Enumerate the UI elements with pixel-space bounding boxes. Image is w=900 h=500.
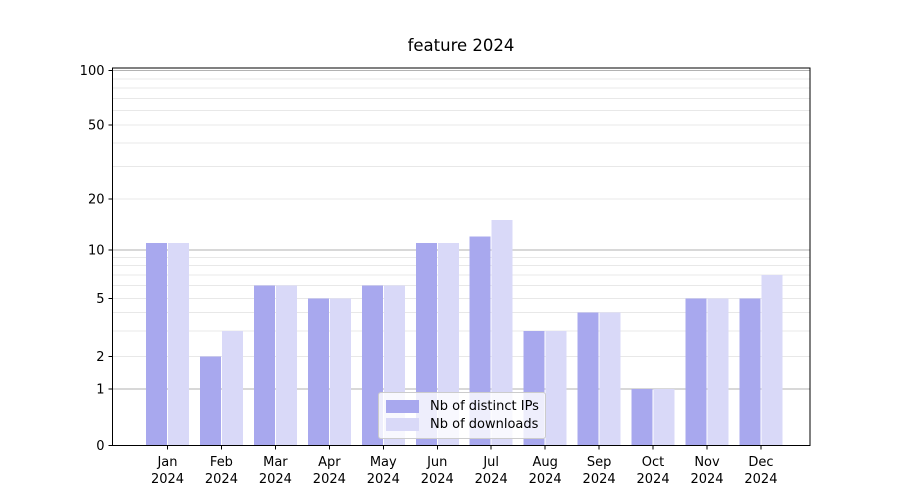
x-tick-label-month: Jan: [156, 455, 177, 470]
x-tick-label-year: 2024: [744, 472, 777, 487]
bar-downloads-oct: [653, 389, 675, 446]
x-tick-label-year: 2024: [367, 472, 400, 487]
bar-ips-jan: [146, 242, 167, 446]
x-tick-label-year: 2024: [583, 472, 616, 487]
legend-item-distinct-ips: Nb of distinct IPs: [386, 398, 539, 414]
x-tick-label-month: Jun: [426, 455, 447, 470]
x-tick-label-month: May: [370, 455, 397, 470]
legend-swatch-distinct-ips: [386, 399, 419, 413]
legend-swatch-downloads: [386, 418, 419, 432]
x-tick-label-year: 2024: [151, 472, 184, 487]
bar-ips-dec: [739, 298, 761, 446]
x-tick-label-month: Sep: [587, 455, 612, 470]
x-tick-label-year: 2024: [529, 472, 562, 487]
bar-downloads-aug: [545, 330, 567, 446]
x-tick-label-month: Oct: [642, 455, 664, 470]
y-tick-label: 0: [96, 439, 104, 454]
bar-downloads-mar: [275, 285, 297, 446]
x-tick-label-month: Dec: [748, 455, 773, 470]
bar-downloads-apr: [329, 298, 351, 446]
x-tick-label-month: Aug: [532, 455, 557, 470]
y-tick-label: 2: [96, 350, 104, 365]
x-tick-label-month: Nov: [694, 455, 720, 470]
x-tick-label-month: Mar: [263, 455, 288, 470]
x-tick-label-year: 2024: [475, 472, 508, 487]
chart-title: feature 2024: [407, 36, 515, 55]
x-tick-label-year: 2024: [313, 472, 346, 487]
bar-downloads-sep: [599, 312, 621, 446]
x-tick-label-year: 2024: [259, 472, 292, 487]
legend: Nb of distinct IPs Nb of downloads: [378, 392, 546, 439]
x-tick-label-year: 2024: [205, 472, 238, 487]
bar-ips-feb: [199, 356, 221, 446]
legend-item-downloads: Nb of downloads: [386, 417, 539, 433]
bar-downloads-feb: [221, 330, 243, 446]
bar-ips-mar: [253, 285, 275, 446]
y-tick-label: 100: [80, 64, 105, 79]
y-tick-label: 20: [88, 193, 105, 208]
bar-downloads-jul: [491, 220, 513, 446]
axes-frame: [112, 67, 811, 446]
bar-ips-apr: [307, 298, 329, 446]
legend-label-downloads: Nb of downloads: [430, 417, 539, 433]
bar-downloads-dec: [761, 274, 783, 446]
x-tick-label-month: Jul: [482, 455, 499, 470]
y-tick-label: 1: [96, 383, 104, 398]
bar-ips-may: [361, 285, 383, 446]
legend-label-distinct-ips: Nb of distinct IPs: [430, 398, 539, 414]
x-tick-label-month: Feb: [210, 455, 233, 470]
bar-ips-sep: [577, 312, 599, 446]
bar-downloads-nov: [707, 298, 729, 446]
x-tick-label-year: 2024: [637, 472, 670, 487]
y-tick-label: 5: [96, 292, 104, 307]
bar-downloads-jan: [168, 242, 189, 446]
x-tick-label-month: Apr: [318, 455, 341, 470]
y-tick-label: 50: [88, 119, 105, 134]
bar-ips-oct: [631, 389, 653, 446]
y-tick-label: 10: [88, 244, 105, 259]
bar-ips-nov: [685, 298, 707, 446]
x-tick-label-year: 2024: [690, 472, 723, 487]
x-tick-label-year: 2024: [421, 472, 454, 487]
